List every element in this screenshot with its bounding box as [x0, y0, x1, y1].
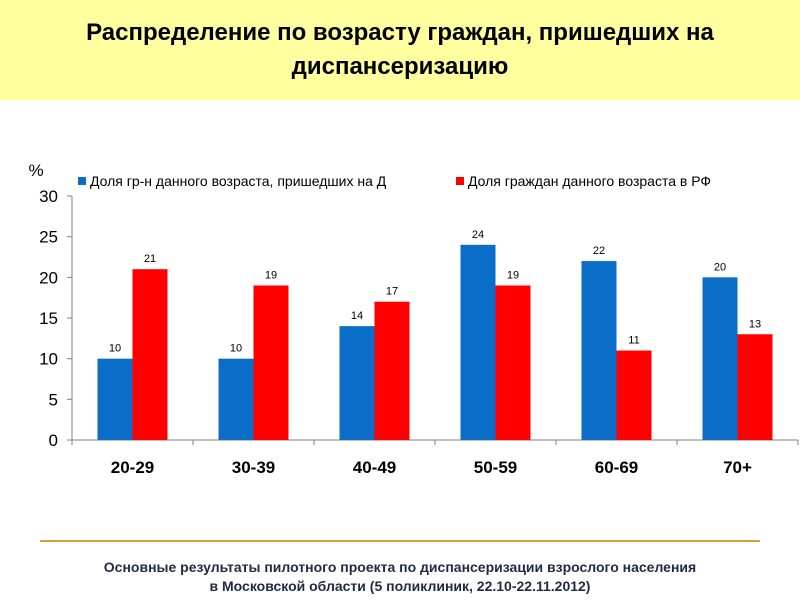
- bar-series-2-60-69: [616, 350, 652, 440]
- y-axis-label: %: [28, 161, 43, 180]
- value-label: 10: [109, 343, 121, 355]
- legend-swatch-series-2: [456, 177, 464, 185]
- value-labels: 10 10 14 24 22 20 21 19 17 19 11 13: [109, 229, 761, 355]
- legend-swatch-series-1: [78, 177, 86, 185]
- bar-series-1-70+: [702, 277, 738, 440]
- value-label: 24: [472, 229, 484, 241]
- footer-line-1: Основные результаты пилотного проекта по…: [103, 559, 697, 575]
- bar-series-2-50-59: [495, 285, 531, 440]
- legend: Доля гр-н данного возраста, пришедших на…: [78, 173, 711, 189]
- y-tick-label: 20: [39, 268, 58, 287]
- footer-line-2: в Московской области (5 поликлиник, 22.1…: [209, 578, 591, 594]
- value-label: 17: [386, 286, 398, 298]
- y-tick-label: 0: [49, 431, 58, 450]
- bar-series-1-30-39: [218, 358, 254, 440]
- y-tick-label: 15: [39, 309, 58, 328]
- bars: [97, 244, 773, 440]
- value-label: 13: [749, 318, 761, 330]
- x-tick-label: 40-49: [353, 458, 396, 477]
- legend-label-series-1: Доля гр-н данного возраста, пришедших на…: [90, 173, 387, 189]
- value-label: 14: [351, 310, 363, 322]
- title-band: [0, 0, 800, 100]
- bar-series-2-40-49: [374, 301, 410, 440]
- y-tick-label: 25: [39, 228, 58, 247]
- bar-series-1-50-59: [460, 244, 496, 440]
- value-label: 19: [507, 269, 519, 281]
- y-tick-label: 5: [49, 390, 58, 409]
- value-label: 21: [144, 253, 156, 265]
- value-label: 10: [230, 343, 242, 355]
- footer-note: Основные результаты пилотного проекта по…: [20, 558, 780, 596]
- x-tick-label: 50-59: [474, 458, 517, 477]
- y-tick-labels: 0 5 10 15 20 25 30: [39, 187, 58, 450]
- x-tick-labels: 20-29 30-39 40-49 50-59 60-69 70+: [111, 458, 752, 477]
- x-tick-label: 30-39: [232, 458, 275, 477]
- bar-series-2-70+: [737, 334, 773, 440]
- bar-series-2-30-39: [253, 285, 289, 440]
- value-label: 11: [628, 335, 639, 347]
- value-label: 19: [265, 269, 277, 281]
- legend-label-series-2: Доля граждан данного возраста в РФ: [468, 173, 711, 189]
- x-tick-label: 70+: [723, 458, 752, 477]
- bar-series-1-40-49: [339, 326, 375, 440]
- y-tick-label: 10: [39, 350, 58, 369]
- bar-series-2-20-29: [132, 269, 168, 440]
- footer-divider: [40, 540, 760, 542]
- slide-title: Распределение по возрасту граждан, прише…: [86, 19, 714, 80]
- x-tick-label: 20-29: [111, 458, 154, 477]
- bar-series-1-20-29: [97, 358, 133, 440]
- chart-axes: [67, 195, 799, 445]
- value-label: 22: [593, 245, 605, 257]
- value-label: 20: [714, 261, 726, 273]
- bar-chart: % Доля гр-н данного возраста, пришедших …: [28, 161, 799, 477]
- y-tick-label: 30: [39, 187, 58, 206]
- x-tick-label: 60-69: [595, 458, 638, 477]
- bar-series-1-60-69: [581, 261, 617, 440]
